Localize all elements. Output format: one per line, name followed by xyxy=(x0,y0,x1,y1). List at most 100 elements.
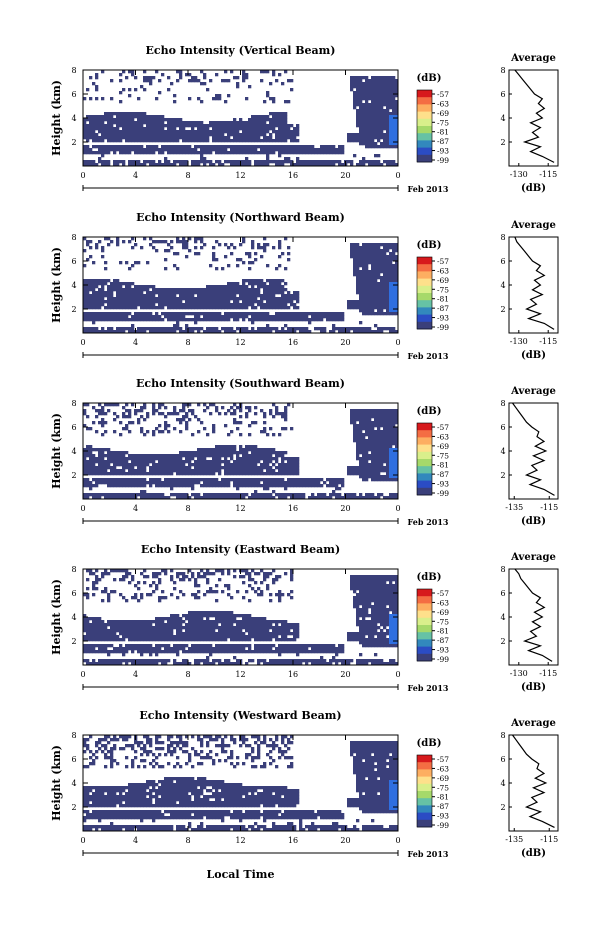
heatmap-cell xyxy=(221,139,225,143)
heatmap-cell xyxy=(215,478,219,482)
heatmap-cell xyxy=(386,578,390,582)
colorbar-tick-label: -69 xyxy=(437,109,449,118)
heatmap-cell xyxy=(104,163,108,167)
heatmap-cell xyxy=(254,481,258,485)
heatmap-cell xyxy=(278,288,282,292)
heatmap-cell xyxy=(245,472,249,476)
heatmap-cell xyxy=(140,427,144,431)
heatmap-cell xyxy=(176,418,180,422)
heatmap-cell xyxy=(254,160,258,164)
heatmap-cell xyxy=(167,291,171,295)
heatmap-cell xyxy=(377,154,381,158)
heatmap-cell xyxy=(122,294,126,298)
heatmap-cell xyxy=(86,448,90,452)
heatmap-cell xyxy=(194,145,198,149)
heatmap-cell xyxy=(107,130,111,134)
heatmap-cell xyxy=(167,315,171,319)
heatmap-cell xyxy=(236,297,240,301)
heatmap-cell xyxy=(122,124,126,128)
heatmap-cell xyxy=(377,451,381,455)
heatmap-cell xyxy=(269,448,273,452)
heatmap-cell xyxy=(389,587,393,591)
heatmap-cell xyxy=(242,124,246,128)
heatmap-cell xyxy=(371,246,375,250)
heatmap-cell xyxy=(140,118,144,122)
heatmap-cell xyxy=(158,130,162,134)
colorbar-tick-label: -93 xyxy=(437,480,449,489)
heatmap-cell xyxy=(278,127,282,131)
heatmap-cell xyxy=(371,454,375,458)
heatmap-cell xyxy=(380,454,384,458)
heatmap-cell xyxy=(233,478,237,482)
heatmap-cell xyxy=(281,252,285,256)
heatmap-cell xyxy=(353,252,357,256)
heatmap-cell xyxy=(134,584,138,588)
heatmap-cell xyxy=(161,463,165,467)
heatmap-cell xyxy=(317,318,321,322)
heatmap-cell xyxy=(368,139,372,143)
heatmap-cell xyxy=(140,112,144,116)
colorbar-segment xyxy=(417,140,432,148)
heatmap-cell xyxy=(125,112,129,116)
heatmap-cell xyxy=(200,448,204,452)
heatmap-cell xyxy=(86,118,90,122)
heatmap-cell xyxy=(209,496,213,500)
heatmap-cell xyxy=(107,291,111,295)
heatmap-cell xyxy=(392,112,396,116)
heatmap-cell xyxy=(137,454,141,458)
heatmap-cell xyxy=(179,454,183,458)
heatmap-cell xyxy=(131,121,135,125)
heatmap-cell xyxy=(368,427,372,431)
heatmap-cell xyxy=(251,321,255,325)
heatmap-cell xyxy=(254,572,258,576)
heatmap-cell xyxy=(128,88,132,92)
heatmap-cell xyxy=(146,79,150,83)
heatmap-cell xyxy=(263,297,267,301)
heatmap-cell xyxy=(170,578,174,582)
heatmap-cell xyxy=(134,312,138,316)
heatmap-cell xyxy=(380,267,384,271)
heatmap-cell xyxy=(161,294,165,298)
heatmap-cell xyxy=(107,496,111,500)
heatmap-cell xyxy=(365,581,369,585)
heatmap-cell xyxy=(365,430,369,434)
heatmap-cell xyxy=(209,327,213,331)
heatmap-cell xyxy=(269,457,273,461)
heatmap-cell xyxy=(131,163,135,167)
heatmap-cell xyxy=(245,76,249,80)
heatmap-cell xyxy=(347,493,351,497)
heatmap-cell xyxy=(212,590,216,594)
heatmap-cell xyxy=(128,409,132,413)
heatmap-cell xyxy=(200,460,204,464)
heatmap-cell xyxy=(122,306,126,310)
heatmap-cell xyxy=(371,300,375,304)
heatmap-cell xyxy=(275,121,279,125)
heatmap-cell xyxy=(197,130,201,134)
heatmap-cell xyxy=(386,76,390,80)
heatmap-cell xyxy=(155,139,159,143)
heatmap-cell xyxy=(386,142,390,146)
heatmap-cell xyxy=(107,160,111,164)
heatmap-cell xyxy=(395,106,399,110)
heatmap-cell xyxy=(269,145,273,149)
heatmap-cell xyxy=(194,246,198,250)
heatmap-cell xyxy=(251,327,255,331)
heatmap-cell xyxy=(200,148,204,152)
heatmap-cell xyxy=(161,288,165,292)
heatmap-cell xyxy=(182,415,186,419)
heatmap-cell xyxy=(137,112,141,116)
heatmap-cell xyxy=(191,151,195,155)
heatmap-cell xyxy=(365,261,369,265)
heatmap-cell xyxy=(257,330,261,334)
heatmap-cell xyxy=(98,463,102,467)
heatmap-cell xyxy=(182,451,186,455)
heatmap-cell xyxy=(260,430,264,434)
heatmap-cell xyxy=(113,451,117,455)
heatmap-cell xyxy=(113,118,117,122)
heatmap-cell xyxy=(251,578,255,582)
heatmap-cell xyxy=(116,496,120,500)
heatmap-cell xyxy=(395,109,399,113)
heatmap-cell xyxy=(164,240,168,244)
heatmap-cell xyxy=(146,493,150,497)
heatmap-cell xyxy=(221,484,225,488)
